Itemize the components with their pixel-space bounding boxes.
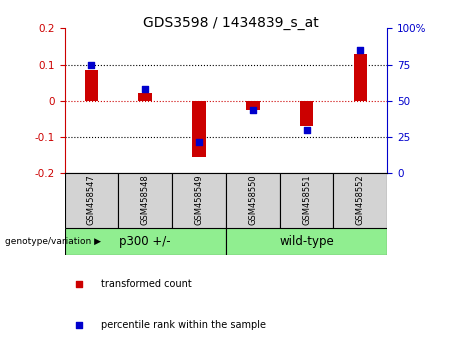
Text: genotype/variation ▶: genotype/variation ▶	[5, 237, 100, 246]
Bar	[354, 55, 367, 101]
Text: percentile rank within the sample: percentile rank within the sample	[101, 320, 266, 330]
Point	[195, 139, 203, 144]
Point	[249, 107, 256, 113]
FancyBboxPatch shape	[226, 228, 387, 255]
Text: GSM458549: GSM458549	[195, 175, 203, 225]
Point	[303, 127, 310, 133]
FancyBboxPatch shape	[118, 173, 172, 228]
FancyBboxPatch shape	[65, 173, 118, 228]
FancyBboxPatch shape	[226, 173, 280, 228]
Point	[379, 67, 387, 73]
FancyBboxPatch shape	[172, 173, 226, 228]
FancyBboxPatch shape	[280, 173, 333, 228]
Text: GSM458548: GSM458548	[141, 175, 150, 225]
Text: GSM458550: GSM458550	[248, 175, 257, 225]
Text: GSM458551: GSM458551	[302, 175, 311, 225]
FancyBboxPatch shape	[65, 228, 226, 255]
Text: GDS3598 / 1434839_s_at: GDS3598 / 1434839_s_at	[142, 16, 319, 30]
Bar	[246, 101, 260, 110]
Text: wild-type: wild-type	[279, 235, 334, 248]
Point	[142, 86, 149, 92]
Bar	[138, 93, 152, 101]
Text: GSM458552: GSM458552	[356, 175, 365, 225]
Point	[88, 62, 95, 68]
Bar	[192, 101, 206, 157]
FancyBboxPatch shape	[333, 173, 387, 228]
Bar	[85, 70, 98, 101]
Bar	[300, 101, 313, 126]
Text: transformed count: transformed count	[101, 279, 192, 289]
Point	[357, 47, 364, 53]
Text: GSM458547: GSM458547	[87, 175, 96, 225]
Text: p300 +/-: p300 +/-	[119, 235, 171, 248]
